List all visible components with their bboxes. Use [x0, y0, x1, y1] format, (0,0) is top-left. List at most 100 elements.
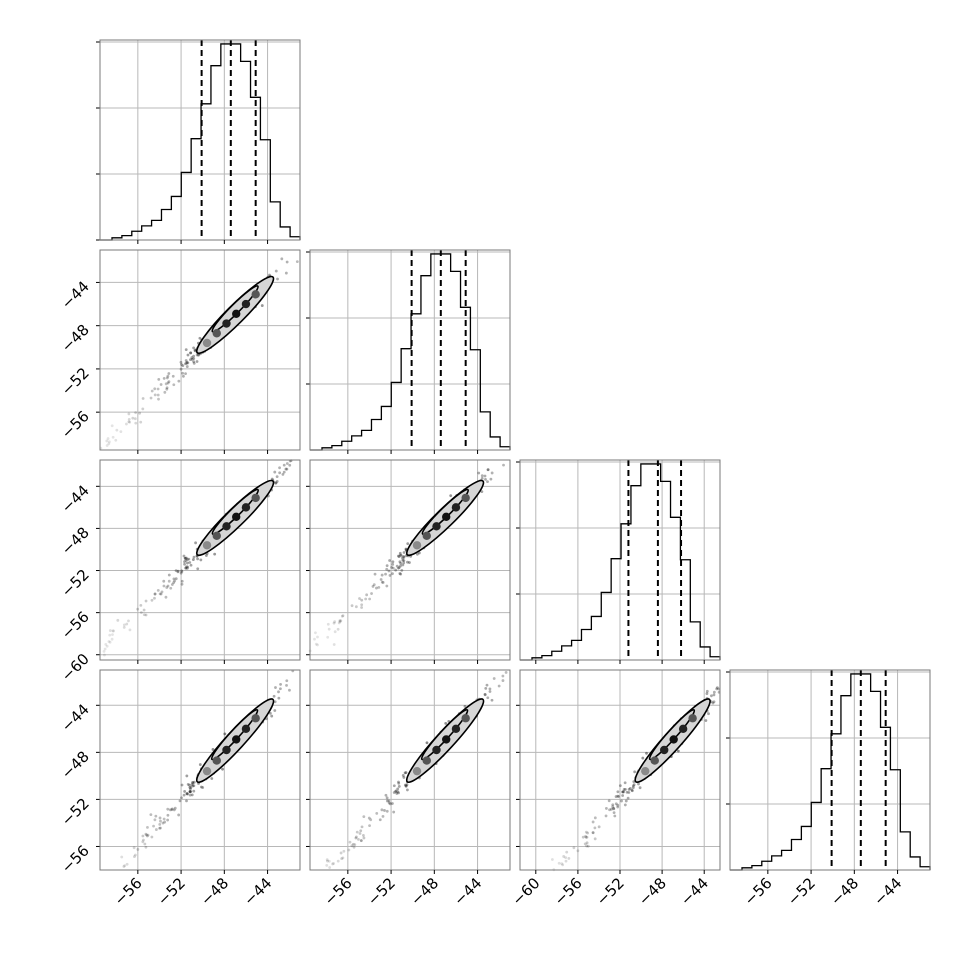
scatter-point	[483, 692, 487, 696]
scatter-point	[360, 606, 363, 609]
scatter-point	[125, 622, 129, 626]
grid-x	[100, 40, 300, 240]
scatter-point	[189, 563, 193, 567]
scatter-point	[392, 791, 396, 794]
scatter-point	[158, 826, 161, 830]
scatter-point	[355, 830, 359, 834]
scatter-point	[150, 598, 154, 602]
scatter-point	[167, 579, 171, 583]
scatter-point	[159, 819, 162, 823]
scatter-point	[127, 420, 131, 424]
scatter-point	[632, 783, 636, 787]
scatter-point	[612, 811, 616, 814]
scatter-point	[339, 619, 343, 623]
density-dot	[222, 522, 231, 531]
scatter-point	[107, 442, 111, 446]
scatter-point	[163, 390, 167, 394]
scatter-point	[562, 855, 566, 858]
scatter-point	[381, 814, 385, 818]
scatter-point	[705, 692, 709, 696]
scatter-point	[567, 857, 571, 860]
scatter-point	[112, 629, 115, 633]
scatter-point	[186, 783, 190, 786]
scatter-point	[107, 440, 111, 444]
scatter-point	[415, 552, 419, 556]
y-tick-label: −56	[58, 842, 93, 877]
scatter-point	[395, 792, 399, 795]
scatter-point	[158, 592, 162, 596]
scatter-point	[182, 374, 185, 378]
scatter-point	[127, 412, 131, 416]
density-dot	[451, 724, 461, 734]
scatter-point	[278, 471, 282, 475]
scatter-point	[502, 463, 505, 467]
scatter-point	[274, 481, 278, 485]
scatter-point	[128, 420, 132, 424]
scatter-point	[153, 818, 157, 822]
scatter-point	[162, 579, 166, 583]
scatter-point	[192, 354, 196, 358]
scatter-point	[387, 569, 391, 573]
scatter-point	[157, 397, 160, 401]
scatter-point	[336, 627, 340, 631]
density-dot	[451, 503, 461, 512]
scatter-point	[617, 795, 620, 798]
scatter-point	[153, 393, 157, 397]
grid-x	[520, 670, 720, 870]
density-core	[202, 493, 260, 550]
scatter-point	[188, 783, 191, 787]
scatter-point	[325, 864, 329, 867]
scatter-point	[368, 824, 371, 828]
scatter-point	[186, 558, 189, 561]
scatter-point	[180, 582, 184, 586]
scatter-point	[108, 633, 112, 637]
scatter-point	[278, 466, 281, 470]
scatter-point	[158, 816, 162, 820]
scatter-point	[153, 596, 156, 600]
scatter-point	[139, 420, 143, 424]
scatter-point	[166, 381, 170, 385]
scatter-point	[188, 786, 192, 789]
x-tick-label: −48	[827, 874, 862, 909]
panel-r0-c0	[96, 39, 301, 244]
scatter-point	[180, 783, 184, 787]
scatter-point	[396, 790, 400, 794]
scatter-point	[152, 824, 155, 828]
density-dot	[202, 541, 212, 550]
scatter-point	[282, 463, 286, 467]
scatter-point	[199, 785, 203, 789]
scatter-point	[396, 787, 400, 791]
scatter-point	[314, 631, 317, 635]
scatter-point	[354, 605, 358, 609]
density-core	[202, 290, 260, 348]
scatter-point	[122, 625, 126, 629]
scatter-point	[584, 830, 588, 834]
scatter-point	[166, 813, 170, 817]
scatter-point	[340, 857, 344, 861]
scatter-point	[185, 561, 189, 565]
scatter-point	[184, 556, 187, 560]
scatter-point	[391, 572, 394, 576]
scatter-point	[184, 566, 188, 570]
panel-frame	[99, 459, 301, 661]
scatter-point	[630, 789, 634, 793]
scatter-point	[591, 831, 595, 835]
scatter-point	[127, 619, 130, 623]
scatter-point	[390, 566, 394, 569]
scatter-point	[139, 611, 143, 614]
scatter-point	[185, 360, 189, 364]
scatter-point	[387, 799, 391, 803]
scatter-point	[192, 346, 196, 350]
scatter-point	[136, 607, 140, 611]
scatter-point	[165, 387, 169, 391]
scatter-point	[159, 383, 163, 386]
scatter-point	[712, 700, 716, 704]
scatter-point	[391, 560, 395, 564]
panel-frame	[99, 39, 301, 241]
scatter-point	[369, 818, 373, 822]
density-dot	[442, 735, 451, 744]
density-dot	[232, 735, 241, 744]
scatter-point	[133, 855, 136, 858]
y-tick-label: −48	[58, 747, 93, 782]
scatter-point	[631, 786, 635, 790]
